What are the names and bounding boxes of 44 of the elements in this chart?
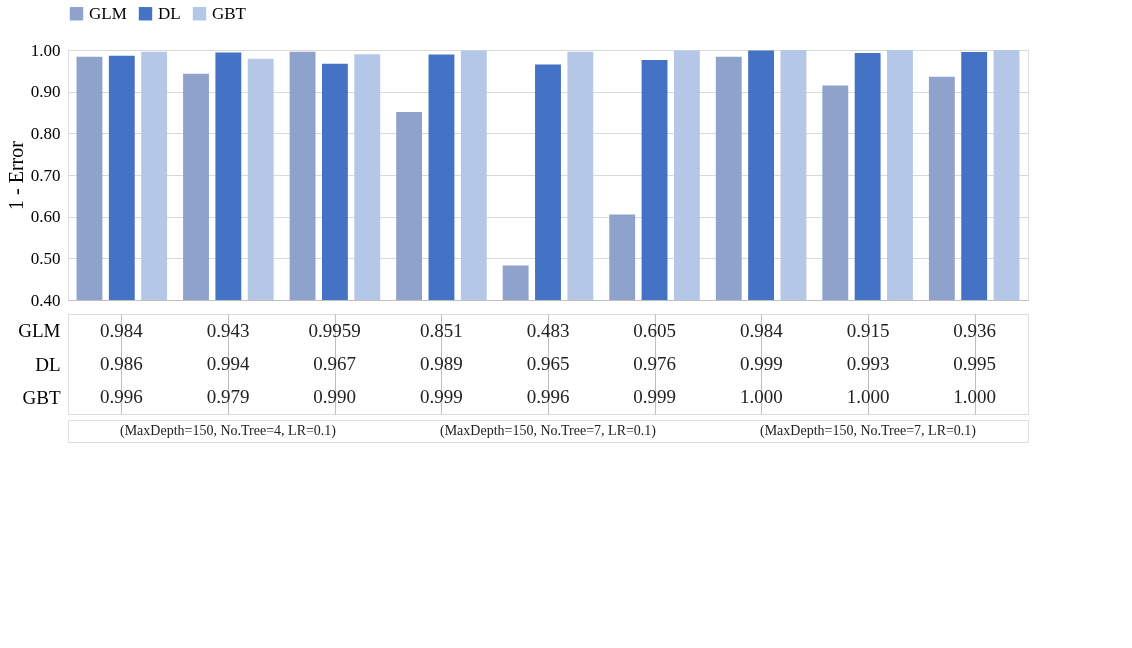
text: (MaxDepth=150, No.Tree=4, LR=0.1) (119, 423, 337, 439)
data-label: 1.000 (739, 386, 783, 408)
legend-label: DL (158, 3, 181, 23)
data-label: 1.000 (846, 386, 890, 408)
data-label: 0.967 (313, 353, 357, 374)
data-label: 0.984 (739, 319, 784, 341)
text: DL (35, 353, 61, 375)
data-label: 0.999 (739, 353, 783, 374)
data-label: 0.990 (313, 386, 357, 408)
data-label: 0.976 (633, 353, 677, 374)
legend-label: GBT (212, 3, 247, 23)
text: GLM (18, 320, 61, 342)
data-label: 0.989 (419, 353, 463, 374)
data-label: 0.605 (633, 319, 677, 341)
y-tick-label: 0.50 (30, 248, 61, 268)
y-tick-label: 0.70 (30, 165, 61, 185)
data-label: 0.965 (526, 353, 570, 374)
y-tick-label: 1.00 (30, 40, 61, 60)
text: (MaxDepth=150, No.Tree=7, LR=0.1) (439, 423, 657, 439)
data-label: 0.995 (953, 353, 997, 374)
data-label: 0.996 (99, 386, 143, 408)
data-label: 0.984 (99, 319, 144, 341)
y-tick-label: 0.90 (30, 82, 61, 102)
data-label: 0.999 (633, 386, 677, 408)
data-label: 1.000 (953, 386, 997, 408)
data-label: 0.915 (846, 319, 890, 341)
legend-label: GLM (89, 3, 127, 23)
data-label: 0.994 (206, 353, 250, 374)
y-tick-label: 0.40 (30, 290, 61, 310)
data-label: 0.483 (526, 319, 570, 341)
data-label: 0.986 (99, 353, 143, 374)
y-axis-title: 1 - Error (4, 140, 27, 210)
data-label: 0.9959 (308, 319, 361, 341)
text: (MaxDepth=150, No.Tree=7, LR=0.1) (759, 423, 977, 439)
y-tick-label: 0.80 (30, 123, 61, 143)
data-label: 0.851 (419, 319, 463, 341)
data-label: 0.943 (206, 319, 250, 341)
text: GBT (22, 386, 61, 408)
data-label: 0.936 (953, 319, 997, 341)
data-label: 0.979 (206, 386, 250, 408)
data-label: 0.996 (526, 386, 570, 408)
data-label: 0.993 (846, 353, 890, 374)
data-label: 0.999 (419, 386, 463, 408)
y-tick-label: 0.60 (30, 207, 61, 227)
